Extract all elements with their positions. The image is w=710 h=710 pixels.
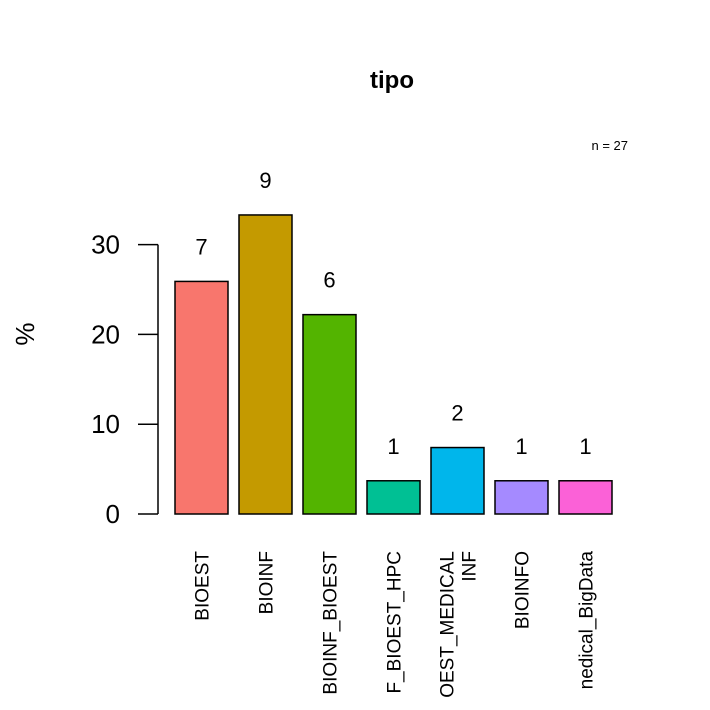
bar-count-label: 1: [579, 434, 591, 459]
count-labels: 7 9 6 1 2 1 1: [195, 168, 591, 459]
y-tick-label: 30: [91, 230, 120, 260]
bar: [238, 214, 293, 515]
bar: [366, 480, 421, 515]
sample-size-note: n = 27: [591, 138, 628, 153]
bar-count-label: 9: [259, 168, 271, 193]
bar-count-label: 7: [195, 234, 207, 259]
x-tick-label: BIOINFO: [513, 551, 534, 629]
bar: [430, 446, 485, 515]
x-tick-label: F_BIOEST_HPC: [385, 551, 406, 694]
y-axis: 0 10 20 30: [91, 230, 159, 529]
bar: [174, 280, 229, 515]
x-tick-label: BIOINF: [257, 551, 278, 614]
x-tick-labels: BIOEST BIOINF BIOINF_BIOEST F_BIOEST_HPC OES…: [193, 551, 598, 698]
bars: [174, 214, 613, 515]
x-tick-label: BIOINF_BIOEST: [321, 551, 342, 695]
x-tick-label: OEST_MEDICALINF: [438, 551, 481, 698]
x-tick-label: nedical_BigData: [577, 551, 598, 690]
bar-count-label: 1: [515, 434, 527, 459]
y-tick-label: 20: [91, 319, 120, 349]
bar-count-label: 6: [323, 268, 335, 293]
bar: [558, 480, 613, 515]
y-tick-label: 0: [106, 499, 120, 529]
y-tick-label: 10: [91, 409, 120, 439]
bar: [494, 480, 549, 515]
bar-count-label: 2: [451, 401, 463, 426]
x-tick-label: BIOEST: [193, 551, 214, 621]
chart-title: tipo: [370, 67, 414, 94]
bar: [302, 313, 357, 515]
y-axis-label: %: [10, 322, 40, 345]
bar-count-label: 1: [387, 434, 399, 459]
